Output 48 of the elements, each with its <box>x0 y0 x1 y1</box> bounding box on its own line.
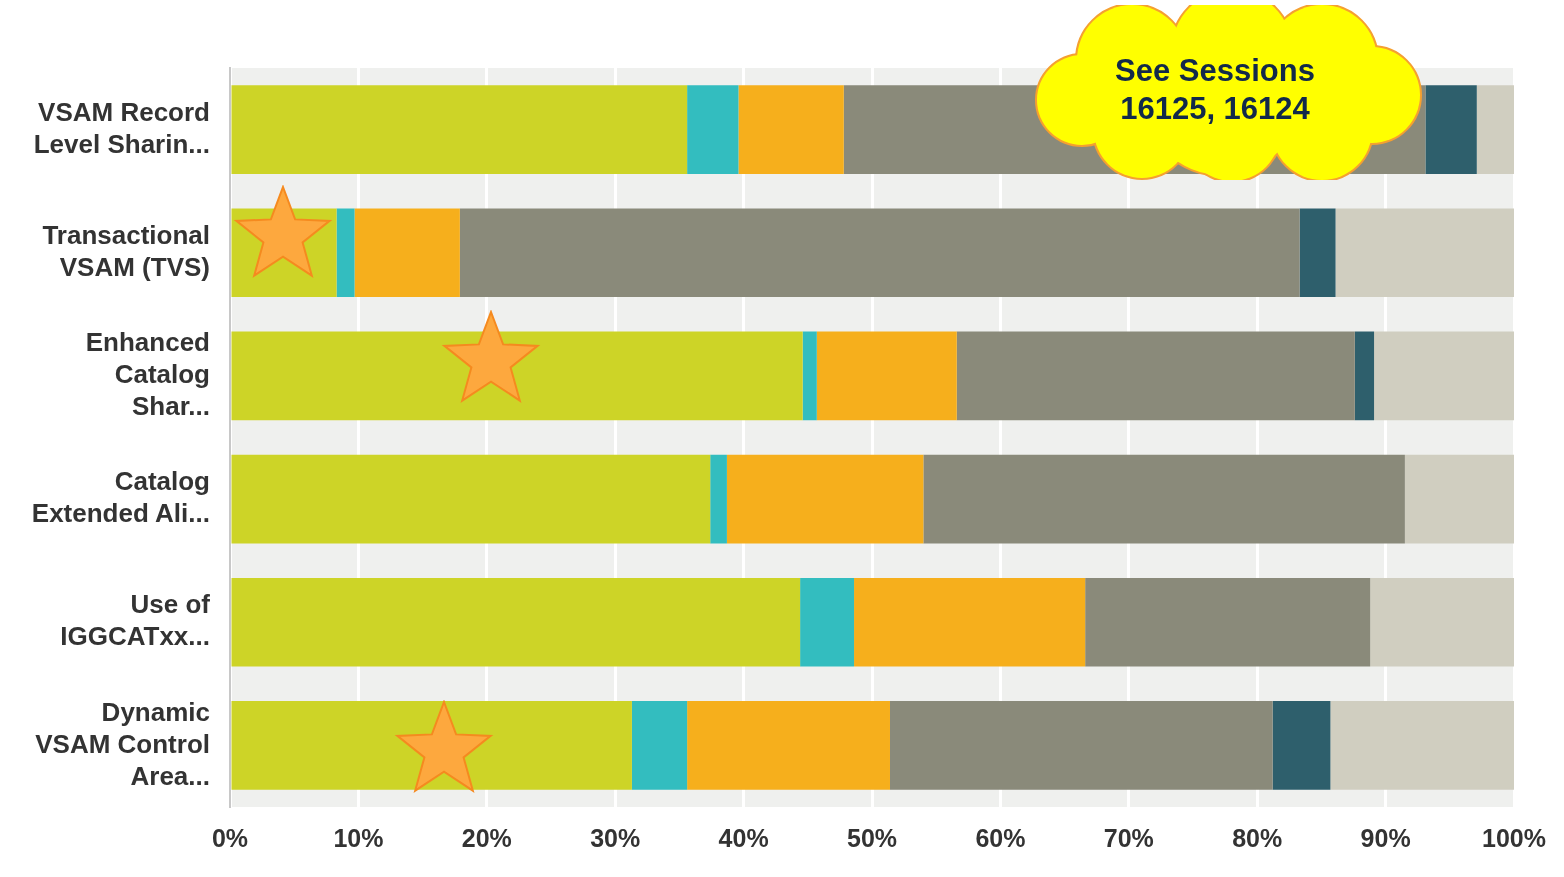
bar <box>687 701 890 790</box>
bar <box>459 208 1300 298</box>
x-tick-label: 50% <box>846 823 898 852</box>
bar <box>1335 208 1515 298</box>
y-tick-label: Dynamic VSAM Control Area... <box>35 696 210 791</box>
bar <box>738 85 844 174</box>
x-tick-label: 80% <box>1232 823 1283 852</box>
bar <box>1299 208 1336 298</box>
annotation: See Sessions 16125, 16124 <box>1114 52 1316 128</box>
bar <box>336 208 355 298</box>
x-tick-label: 40% <box>718 823 769 852</box>
bar <box>802 331 817 421</box>
bar <box>231 577 801 667</box>
bar <box>800 577 855 667</box>
bar <box>923 454 1405 544</box>
x-tick-label: 20% <box>461 823 512 852</box>
bar <box>1272 701 1331 790</box>
bar <box>1476 85 1515 174</box>
bar <box>1404 454 1515 544</box>
x-tick-label: 30% <box>590 823 641 852</box>
bar <box>1425 85 1477 174</box>
y-tick-label: VSAM Record Level Sharin... <box>33 96 210 159</box>
bar <box>1374 331 1515 421</box>
bar <box>1354 331 1375 421</box>
bar <box>816 331 957 421</box>
x-tick-label: 90% <box>1360 823 1411 852</box>
x-tick-label: 100% <box>1482 823 1547 852</box>
y-tick-label: Transactional VSAM (TVS) <box>42 219 210 282</box>
bar <box>1085 577 1371 667</box>
bar <box>354 208 460 298</box>
y-tick-label: Catalog Extended Ali... <box>31 466 210 529</box>
x-tick-label: 70% <box>1103 823 1154 852</box>
bar <box>726 454 924 544</box>
x-tick-label: 60% <box>975 823 1026 852</box>
bar <box>631 701 688 790</box>
y-tick-label: Enhanced Catalog Shar... <box>85 327 210 422</box>
x-tick-label: 0% <box>211 823 249 852</box>
bar <box>231 454 711 544</box>
bar <box>956 331 1355 421</box>
bar <box>1330 701 1515 790</box>
bar <box>889 701 1273 790</box>
bar <box>710 454 727 544</box>
x-tick-label: 10% <box>333 823 384 852</box>
bar <box>854 577 1086 667</box>
bar <box>687 85 739 174</box>
bar <box>1370 577 1515 667</box>
y-tick-label: Use of IGGCATxx... <box>60 589 211 652</box>
bar <box>231 85 688 174</box>
